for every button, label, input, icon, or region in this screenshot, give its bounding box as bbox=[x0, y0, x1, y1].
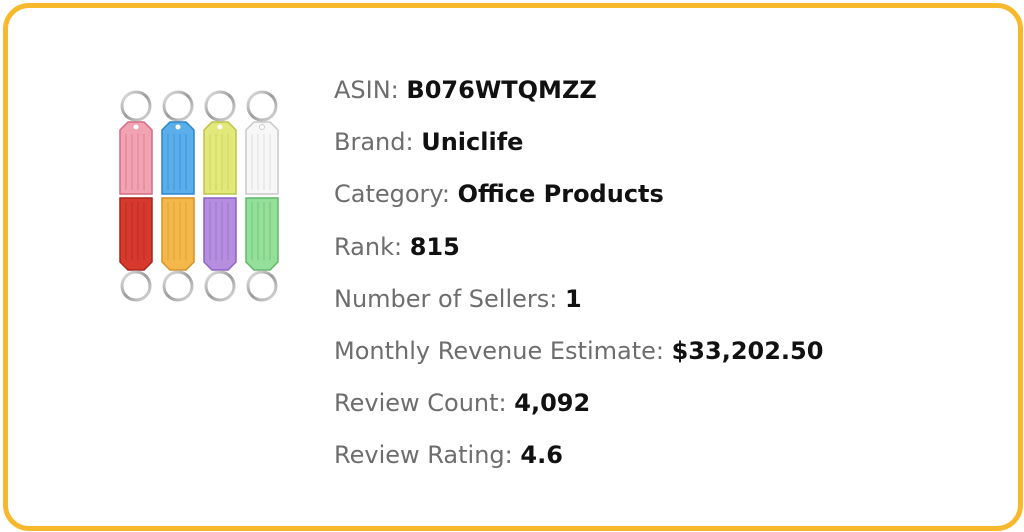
detail-row-brand: Brand: Uniclife bbox=[334, 116, 823, 168]
rank-label: Rank: bbox=[334, 232, 403, 261]
category-value: Office Products bbox=[457, 180, 664, 209]
asin-label: ASIN: bbox=[334, 76, 399, 104]
review-count-label: Review Count: bbox=[334, 389, 507, 418]
sellers-value: 1 bbox=[565, 284, 582, 313]
detail-row-rank: Rank: 815 bbox=[334, 221, 823, 273]
product-info-card: ASIN: B076WTQMZZ Brand: Uniclife Categor… bbox=[3, 3, 1023, 531]
review-rating-label: Review Rating: bbox=[334, 441, 513, 470]
detail-row-category: Category: Office Products bbox=[334, 168, 823, 220]
revenue-value: $33,202.50 bbox=[671, 336, 824, 365]
detail-row-asin: ASIN: B076WTQMZZ bbox=[334, 64, 823, 116]
category-label: Category: bbox=[334, 180, 450, 209]
review-rating-value: 4.6 bbox=[520, 441, 563, 470]
review-count-value: 4,092 bbox=[514, 389, 591, 418]
detail-row-sellers: Number of Sellers: 1 bbox=[334, 273, 823, 325]
brand-label: Brand: bbox=[334, 128, 414, 157]
revenue-label: Monthly Revenue Estimate: bbox=[334, 336, 664, 365]
product-details-list: ASIN: B076WTQMZZ Brand: Uniclife Categor… bbox=[334, 72, 823, 482]
detail-row-review-count: Review Count: 4,092 bbox=[334, 377, 823, 429]
detail-row-revenue: Monthly Revenue Estimate: $33,202.50 bbox=[334, 325, 823, 377]
sellers-label: Number of Sellers: bbox=[334, 284, 558, 313]
brand-value: Uniclife bbox=[421, 128, 524, 157]
detail-row-review-rating: Review Rating: 4.6 bbox=[334, 429, 823, 481]
asin-value: B076WTQMZZ bbox=[406, 76, 597, 104]
rank-value: 815 bbox=[409, 232, 460, 261]
keychain-tags-image bbox=[119, 90, 279, 302]
